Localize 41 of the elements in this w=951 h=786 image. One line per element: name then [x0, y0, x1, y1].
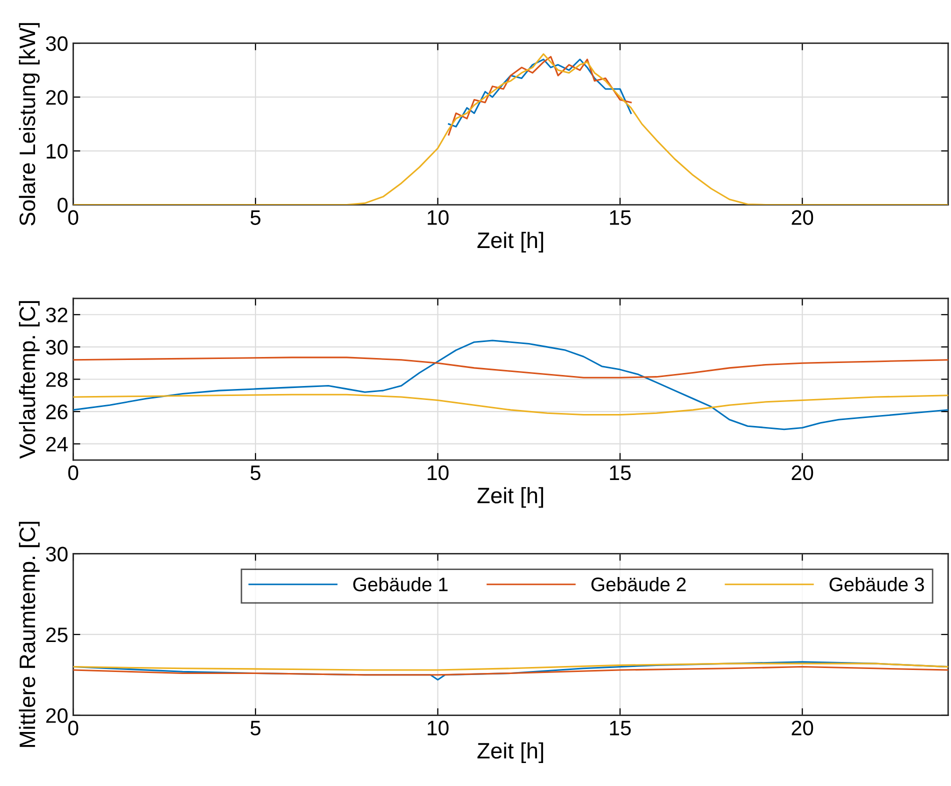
x-tick-label: 15 — [610, 466, 631, 480]
y-tick-label: 30 — [46, 340, 68, 355]
x-tick-label: 10 — [428, 465, 449, 480]
line-series — [73, 662, 948, 671]
legend-label: Gebäude 1 — [353, 577, 448, 592]
y-tick-label: 28 — [46, 372, 68, 387]
line-series — [73, 356, 948, 378]
y-tick-label: 10 — [46, 144, 68, 159]
y-tick-label: 26 — [46, 404, 68, 420]
x-axis-title: Zeit [h] — [477, 232, 544, 253]
x-tick-label: 20 — [792, 465, 814, 480]
legend-label: Gebäude 2 — [591, 577, 686, 592]
x-tick-label: 15 — [610, 720, 631, 736]
y-tick-label: 30 — [46, 546, 68, 562]
y-tick-label: 20 — [46, 708, 68, 724]
x-tick-label: 10 — [428, 720, 449, 736]
x-tick-label: 20 — [792, 210, 814, 225]
y-axis-title: Mittlere Raumtemp. [C] — [18, 522, 40, 747]
y-tick-label: 0 — [58, 198, 68, 213]
x-tick-label: 20 — [792, 720, 814, 736]
y-tick-label: 24 — [46, 436, 68, 452]
x-tick-label: 0 — [68, 210, 78, 225]
x-tick-label: 10 — [428, 210, 449, 225]
x-tick-label: 0 — [68, 720, 78, 736]
line-series — [73, 394, 948, 416]
x-axis-title: Zeit [h] — [477, 487, 544, 508]
y-axis-title: Solare Leistung [kW] — [18, 23, 40, 226]
x-tick-label: 5 — [250, 466, 260, 480]
line-series — [73, 666, 948, 676]
line-series — [73, 340, 948, 430]
x-tick-label: 5 — [250, 720, 260, 736]
legend-label: Gebäude 3 — [830, 577, 924, 592]
y-tick-label: 20 — [46, 90, 68, 105]
y-tick-label: 30 — [46, 36, 68, 51]
y-tick-label: 32 — [46, 308, 68, 322]
x-tick-label: 15 — [610, 210, 631, 225]
x-tick-label: 5 — [250, 210, 260, 225]
y-tick-label: 25 — [46, 627, 68, 642]
x-axis-title: Zeit [h] — [477, 742, 544, 764]
x-tick-label: 0 — [68, 465, 78, 480]
y-axis-title: Vorlauftemp. [C] — [18, 301, 40, 459]
